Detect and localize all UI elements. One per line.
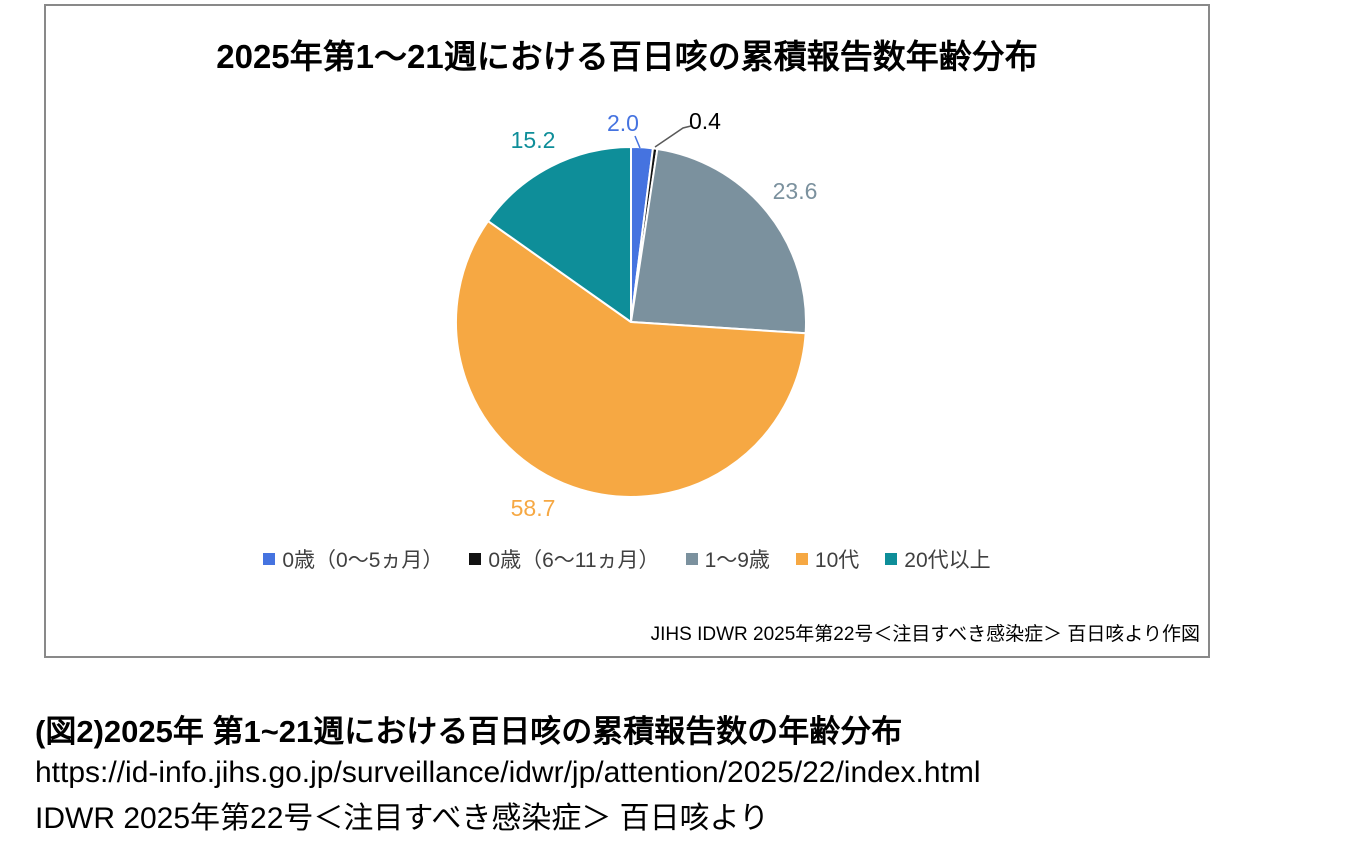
pie-slice-3 xyxy=(455,220,807,498)
pie-data-label-4: 15.2 xyxy=(511,127,556,153)
legend-label: 0歳（6〜11ヵ月） xyxy=(488,549,660,572)
figure-url: https://id-info.jihs.go.jp/surveillance/… xyxy=(35,756,981,789)
legend-label: 10代 xyxy=(814,549,860,572)
legend-swatch-icon xyxy=(885,553,898,565)
legend-item-1: 0歳（6〜11ヵ月） xyxy=(469,544,660,574)
legend-item-2: 1〜9歳 xyxy=(685,544,770,574)
pie-slice-4 xyxy=(487,146,632,323)
legend-item-3: 10代 xyxy=(795,544,860,574)
legend-swatch-icon xyxy=(795,553,808,565)
chart-legend: 0歳（0〜5ヵ月） 0歳（6〜11ヵ月） 1〜9歳 10代 20代以上 xyxy=(46,544,1208,574)
chart-figure: 2025年第1～21週における百日咳の累積報告数年齢分布 2.0 0.4 23.6 5… xyxy=(44,4,1210,658)
legend-swatch-icon xyxy=(469,553,482,565)
pie-data-label-2: 23.6 xyxy=(773,178,818,204)
pie-leader-line-0 xyxy=(634,135,641,149)
pie-leader-line-1 xyxy=(654,125,692,148)
pie-data-label-0: 2.0 xyxy=(607,110,639,136)
chart-title: 2025年第1～21週における百日咳の累積報告数年齢分布 xyxy=(216,38,1038,75)
figure-source-line: IDWR 2025年第22号＜注目すべき感染症＞ 百日咳より xyxy=(35,802,770,835)
legend-label: 20代以上 xyxy=(904,549,991,572)
legend-label: 0歳（0〜5ヵ月） xyxy=(282,549,444,572)
pie-chart: 2.0 0.4 23.6 58.7 15.2 xyxy=(455,108,818,521)
pie-data-label-1: 0.4 xyxy=(689,108,721,134)
figure-caption: (図2)2025年 第1~21週における百日咳の累積報告数の年齢分布 xyxy=(35,714,903,749)
pie-data-label-3: 58.7 xyxy=(511,495,556,521)
legend-swatch-icon xyxy=(685,553,698,565)
source-note: JIHS IDWR 2025年第22号＜注目すべき感染症＞ 百日咳より作図 xyxy=(650,624,1200,645)
legend-label: 1〜9歳 xyxy=(704,549,770,572)
legend-item-0: 0歳（0〜5ヵ月） xyxy=(263,544,443,574)
pie-slice-2 xyxy=(630,147,808,335)
legend-swatch-icon xyxy=(263,553,276,565)
legend-item-4: 20代以上 xyxy=(885,544,991,574)
